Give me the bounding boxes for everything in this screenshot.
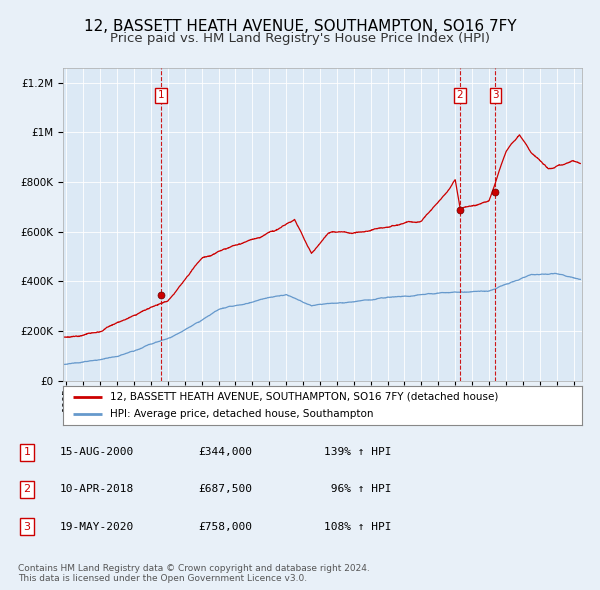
Text: 12, BASSETT HEATH AVENUE, SOUTHAMPTON, SO16 7FY: 12, BASSETT HEATH AVENUE, SOUTHAMPTON, S… xyxy=(83,19,517,34)
Text: 10-APR-2018: 10-APR-2018 xyxy=(60,484,134,494)
Text: 96% ↑ HPI: 96% ↑ HPI xyxy=(324,484,392,494)
Text: 2: 2 xyxy=(23,484,31,494)
Text: 12, BASSETT HEATH AVENUE, SOUTHAMPTON, SO16 7FY (detached house): 12, BASSETT HEATH AVENUE, SOUTHAMPTON, S… xyxy=(110,392,498,402)
Text: 139% ↑ HPI: 139% ↑ HPI xyxy=(324,447,392,457)
Text: 1: 1 xyxy=(23,447,31,457)
Text: 19-MAY-2020: 19-MAY-2020 xyxy=(60,522,134,532)
Text: HPI: Average price, detached house, Southampton: HPI: Average price, detached house, Sout… xyxy=(110,409,373,419)
Text: 15-AUG-2000: 15-AUG-2000 xyxy=(60,447,134,457)
Text: 2: 2 xyxy=(457,90,463,100)
Text: 1: 1 xyxy=(158,90,164,100)
Text: 3: 3 xyxy=(492,90,499,100)
Text: Contains HM Land Registry data © Crown copyright and database right 2024.
This d: Contains HM Land Registry data © Crown c… xyxy=(18,563,370,583)
Text: 3: 3 xyxy=(23,522,31,532)
Text: 108% ↑ HPI: 108% ↑ HPI xyxy=(324,522,392,532)
Text: £758,000: £758,000 xyxy=(198,522,252,532)
Text: Price paid vs. HM Land Registry's House Price Index (HPI): Price paid vs. HM Land Registry's House … xyxy=(110,32,490,45)
Text: £687,500: £687,500 xyxy=(198,484,252,494)
Text: £344,000: £344,000 xyxy=(198,447,252,457)
